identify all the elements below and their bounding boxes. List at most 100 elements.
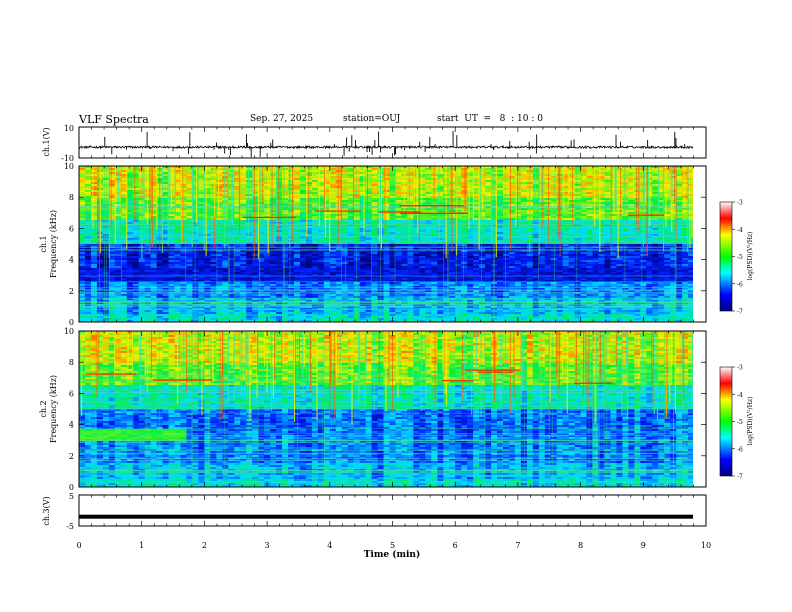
- spectrogram-cell: [688, 218, 695, 221]
- spectrogram-cell: [413, 238, 420, 241]
- spectrogram-cell: [234, 178, 241, 181]
- spectrogram-cell: [646, 250, 653, 253]
- spectrogram-cell: [502, 166, 510, 169]
- spectrogram-cell: [676, 176, 683, 179]
- spectrogram-cell: [389, 170, 397, 173]
- spectrogram-cell: [276, 250, 283, 253]
- spectrogram-cell: [497, 178, 504, 181]
- spectrogram-cell: [473, 238, 480, 241]
- spectrogram-cell: [222, 182, 229, 185]
- spectrogram-cell: [311, 192, 319, 195]
- spectrogram-cell: [664, 234, 671, 237]
- spectrogram-cell: [288, 252, 295, 255]
- spectrogram-cell: [538, 208, 546, 211]
- spectrogram-cell: [192, 230, 200, 233]
- spectrogram-cell: [473, 254, 480, 257]
- spectrogram-cell: [210, 174, 217, 177]
- spectrogram-cell: [150, 232, 158, 235]
- spectrogram-cell: [288, 238, 295, 241]
- spectrogram-cell: [389, 222, 397, 225]
- spectrogram-cell: [425, 214, 432, 217]
- spectrogram-cell: [682, 214, 689, 217]
- spectrogram-cell: [532, 166, 540, 169]
- spectrogram-cell: [335, 194, 343, 197]
- spectrogram-cell: [574, 198, 582, 201]
- spectrogram-cell: [592, 234, 600, 237]
- spectrogram-cell: [317, 250, 325, 253]
- spectrogram-cell: [574, 248, 582, 251]
- spectrogram-cell: [246, 230, 253, 233]
- spectrogram-cell: [479, 242, 486, 245]
- spectrogram-cell: [670, 166, 677, 169]
- spectrogram-cell: [79, 230, 86, 233]
- spectrogram-cell: [485, 252, 492, 255]
- spectrogram-cell: [264, 196, 271, 199]
- spectrogram-cell: [467, 168, 474, 171]
- spectrogram-cell: [90, 232, 98, 235]
- spectrogram-cell: [628, 252, 635, 255]
- spectrogram-cell: [562, 184, 570, 187]
- spectrogram-cell: [150, 210, 158, 213]
- spectrogram-cell: [401, 238, 409, 241]
- spectrogram-cell: [180, 202, 188, 205]
- spectrogram-cell: [234, 184, 241, 187]
- spectrogram-cell: [240, 200, 247, 203]
- spectrogram-cell: [407, 166, 414, 169]
- spectrogram-cell: [574, 228, 582, 231]
- spectrogram-cell: [198, 214, 205, 217]
- spectrogram-cell: [407, 254, 414, 257]
- spectrogram-cell: [431, 180, 438, 183]
- spectrogram-cell: [79, 236, 86, 239]
- spectrogram-cell: [240, 168, 247, 171]
- spectrogram-cell: [610, 224, 618, 227]
- spectrogram-cell: [168, 252, 176, 255]
- spectrogram-cell: [174, 166, 182, 169]
- spectrogram-cell: [688, 214, 695, 217]
- spectrogram-cell: [580, 182, 588, 185]
- spectrogram-cell: [162, 174, 170, 177]
- spectrogram-cell: [622, 224, 629, 227]
- spectrogram-cell: [276, 174, 283, 177]
- spectrogram-cell: [293, 202, 301, 205]
- spectrogram-cell: [371, 250, 379, 253]
- spectrogram-cell: [216, 200, 223, 203]
- spectrogram-cell: [288, 172, 295, 175]
- spectrogram-cell: [640, 252, 647, 255]
- spectrogram-cell: [479, 238, 486, 241]
- spectrogram-cell: [288, 190, 295, 193]
- spectrogram-cell: [371, 208, 379, 211]
- spectrogram-cell: [634, 212, 641, 215]
- spectrogram-cell: [132, 230, 140, 233]
- spectrogram-cell: [144, 184, 152, 187]
- spectrogram-cell: [234, 204, 241, 207]
- spectrogram-cell: [192, 252, 200, 255]
- spectrogram-cell: [317, 232, 325, 235]
- spectrogram-cell: [550, 178, 558, 181]
- spectrogram-cell: [532, 172, 540, 175]
- spectrogram-cell: [604, 188, 612, 191]
- spectrogram-cell: [311, 212, 319, 215]
- spectrogram-cell: [186, 256, 194, 259]
- spectrogram-cell: [532, 238, 540, 241]
- spectrogram-cell: [682, 200, 689, 203]
- spectrogram-cell: [562, 204, 570, 207]
- spectrogram-cell: [198, 228, 205, 231]
- spectrogram-cell: [258, 234, 265, 237]
- spectrogram-cell: [79, 214, 86, 217]
- spectrogram-cell: [383, 234, 391, 237]
- spectrogram-cell: [586, 240, 594, 243]
- spectrogram-cell: [652, 208, 659, 211]
- spectrogram-cell: [108, 254, 116, 257]
- spectrogram-cell: [616, 256, 623, 259]
- spectrogram-cell: [126, 212, 134, 215]
- spectrogram-cell: [682, 236, 689, 239]
- spectrogram-cell: [168, 222, 176, 225]
- spectrogram-cell: [664, 204, 671, 207]
- spectrogram-cell: [628, 182, 635, 185]
- spectrogram-cell: [198, 256, 205, 259]
- spectrogram-cell: [150, 208, 158, 211]
- spectrogram-cell: [514, 230, 522, 233]
- spectrogram-cell: [186, 244, 194, 247]
- spectrogram-cell: [598, 248, 606, 251]
- spectrogram-cell: [222, 166, 229, 169]
